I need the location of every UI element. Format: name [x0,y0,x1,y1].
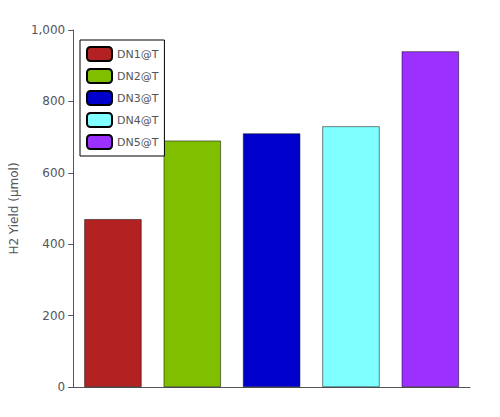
svg-text:400: 400 [42,237,65,251]
svg-text:200: 200 [42,309,65,323]
svg-text:DN3@T: DN3@T [117,92,159,105]
svg-text:H2 Yield (μmol): H2 Yield (μmol) [7,162,21,254]
svg-text:0: 0 [58,380,66,394]
svg-text:DN5@T: DN5@T [117,136,159,149]
svg-text:DN4@T: DN4@T [117,114,159,127]
svg-text:DN1@T: DN1@T [117,48,159,61]
svg-text:800: 800 [42,94,65,108]
svg-text:1,000: 1,000 [31,23,65,37]
svg-text:600: 600 [42,166,65,180]
svg-text:DN2@T: DN2@T [117,70,159,83]
